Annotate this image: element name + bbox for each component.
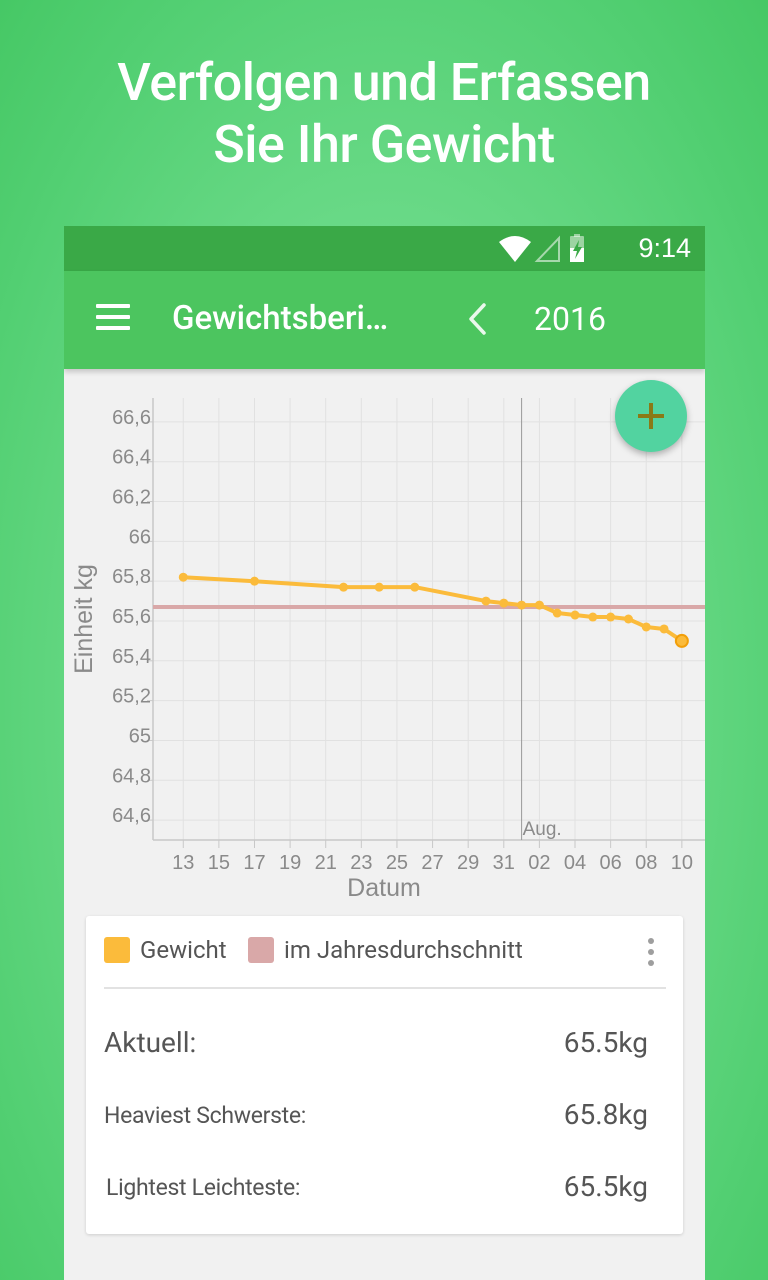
status-time: 9:14 (638, 233, 691, 263)
summary-card: Gewicht im Jahresdurchschnitt Aktuell: 6… (86, 916, 683, 1234)
y-tick-label: 65,2 (112, 686, 151, 708)
plus-icon (638, 403, 664, 429)
year-selector[interactable]: 2016 (534, 300, 606, 338)
stat-label-lightest: Lightest Leichteste: (106, 1174, 301, 1201)
x-tick-label: 04 (564, 852, 586, 874)
battery-charging-icon (570, 234, 584, 262)
weight-data-point (674, 633, 689, 648)
x-tick-label: 17 (243, 852, 265, 874)
stat-label-heaviest: Heaviest Schwerste: (104, 1102, 307, 1129)
x-tick-label: 27 (421, 852, 443, 874)
weight-data-point (178, 572, 188, 582)
weight-data-point (249, 576, 259, 586)
y-tick-label: 66,2 (112, 487, 151, 509)
y-tick-label: 65 (129, 725, 151, 747)
promo-headline: Verfolgen und Erfassen Sie Ihr Gewicht (0, 52, 768, 176)
weight-data-point (410, 582, 420, 592)
y-tick-label: 65,4 (112, 646, 151, 668)
y-tick-label: 65,8 (112, 566, 151, 588)
stat-value-lightest: 65.5kg (563, 1170, 648, 1203)
y-tick-label: 66,6 (112, 407, 151, 429)
x-tick-label: 15 (208, 852, 230, 874)
y-tick-label: 66 (129, 526, 151, 548)
weight-data-point (339, 582, 349, 592)
x-tick-label: 23 (350, 852, 372, 874)
y-tick-label: 64,6 (112, 805, 151, 827)
legend-swatch-weight (104, 937, 130, 963)
cell-signal-icon (534, 235, 560, 262)
stat-label-current: Aktuell: (104, 1026, 197, 1059)
legend-swatch-average (248, 937, 274, 963)
status-icons (497, 234, 617, 268)
legend-item-weight[interactable]: Gewicht (104, 936, 227, 964)
x-tick-label: 10 (671, 852, 693, 874)
x-tick-label: 02 (528, 852, 550, 874)
headline-line-2: Sie Ihr Gewicht (213, 114, 555, 175)
weight-data-point (588, 612, 598, 622)
wifi-icon (499, 236, 531, 262)
x-tick-label: 19 (279, 852, 301, 874)
weight-data-point (534, 600, 544, 610)
weight-data-point (481, 596, 491, 606)
y-tick-label: 66,4 (112, 447, 151, 469)
weight-chart: Aug. 64,6 64,8 65 65,2 65,4 65,6 65,8 66 66,2 66,… (70, 398, 705, 902)
stat-value-current: 65.5kg (563, 1026, 648, 1059)
hamburger-menu-icon[interactable] (96, 304, 130, 330)
weight-data-point (641, 622, 651, 632)
x-axis-label: Datum (347, 874, 421, 902)
weight-data-point (659, 624, 669, 634)
app-bar: Gewichtsberi… 2016 (64, 271, 705, 369)
y-tick-label: 65,6 (112, 606, 151, 628)
weight-data-point (570, 610, 580, 620)
x-tick-label: 25 (386, 852, 408, 874)
add-entry-button[interactable] (615, 380, 687, 452)
x-tick-label: 21 (315, 852, 337, 874)
legend-label-average: im Jahresdurchschnitt (284, 936, 523, 964)
x-tick-label: 06 (600, 852, 622, 874)
month-marker-label: Aug. (523, 819, 562, 840)
weight-data-point (374, 582, 384, 592)
page-title: Gewichtsberi… (172, 299, 389, 338)
stat-value-heaviest: 65.8kg (563, 1098, 648, 1131)
chart-legend: Gewicht im Jahresdurchschnitt (104, 936, 664, 968)
weight-data-point (623, 614, 633, 624)
x-tick-label: 08 (635, 852, 657, 874)
x-tick-label: 29 (457, 852, 479, 874)
y-tick-label: 64,8 (112, 765, 151, 787)
x-tick-label: 31 (493, 852, 515, 874)
phone-screen: 9:14 Gewichtsberi… 2016 Aug. 64,6 64,8 65 6… (64, 226, 705, 1280)
divider (104, 987, 666, 989)
weight-data-point (517, 600, 527, 610)
y-axis-label: Einheit kg (70, 564, 98, 674)
legend-label-weight: Gewicht (140, 936, 227, 964)
more-vert-icon[interactable] (647, 938, 655, 968)
status-bar: 9:14 (64, 226, 705, 271)
chevron-left-icon[interactable] (466, 301, 490, 341)
x-tick-label: 13 (172, 852, 194, 874)
weight-data-point (552, 608, 562, 618)
headline-line-1: Verfolgen und Erfassen (117, 52, 651, 113)
weight-data-point (499, 598, 509, 608)
weight-data-point (606, 612, 616, 622)
legend-item-average[interactable]: im Jahresdurchschnitt (248, 936, 523, 964)
